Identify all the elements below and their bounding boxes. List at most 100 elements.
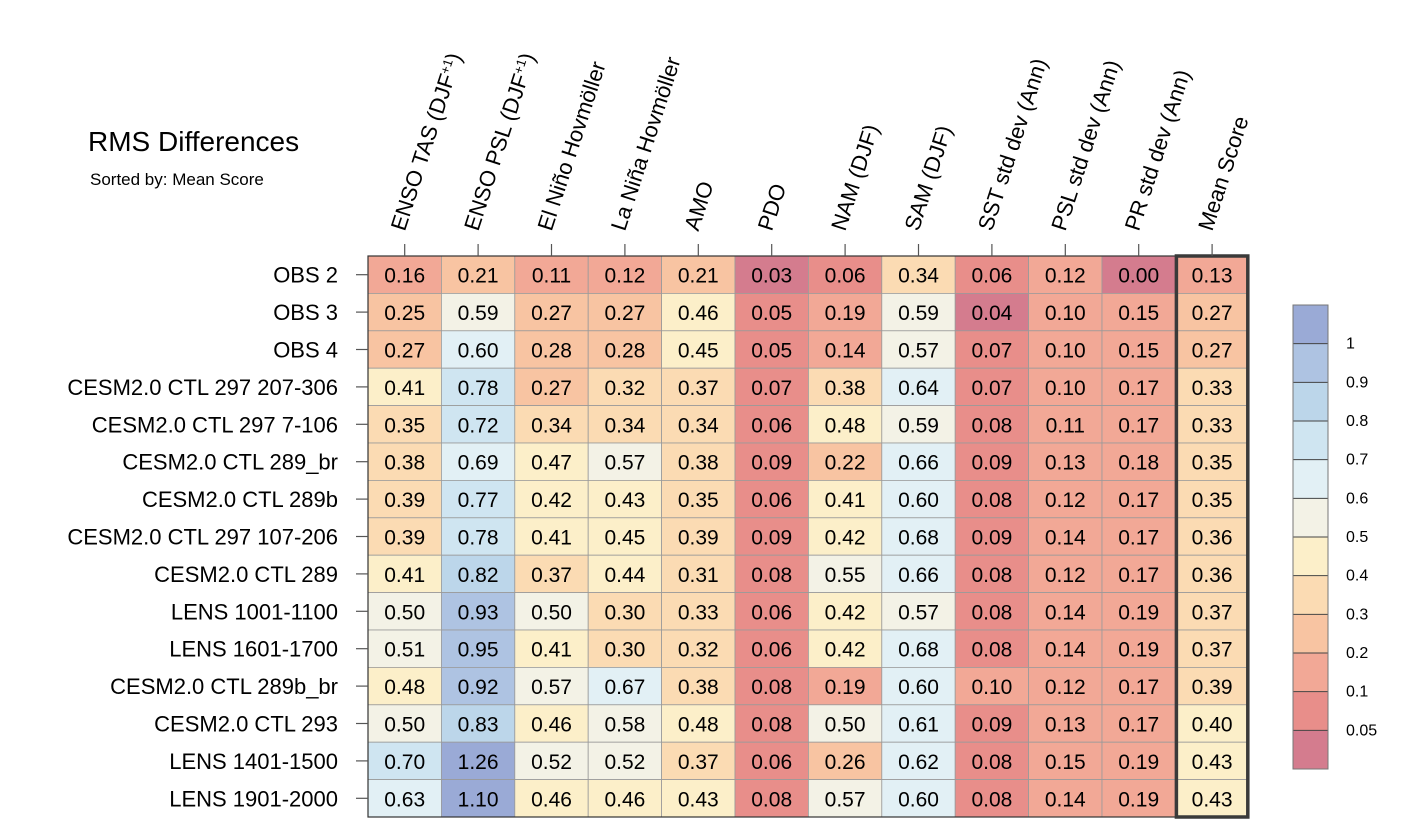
row-label: CESM2.0 CTL 293 [154,712,338,737]
cell-value: 0.43 [1192,788,1233,811]
cell-value: 0.25 [384,302,425,325]
heatmap-cell [367,592,442,631]
cell-value: 0.38 [678,676,719,699]
cell-value: 0.27 [531,377,572,400]
cell-value: 0.14 [1045,639,1086,662]
cell-value: 0.43 [678,788,719,811]
cell-value: 0.69 [458,452,499,475]
cell-value: 0.60 [898,676,939,699]
cell-value: 0.83 [458,714,499,737]
cell-value: 0.50 [384,714,425,737]
heatmap-cell [514,779,589,818]
cell-value: 0.50 [825,714,866,737]
colorbar-label: 1 [1346,336,1355,353]
heatmap-cell [514,479,589,519]
heatmap-cell [734,292,809,332]
cell-value: 0.12 [604,265,645,288]
cell-value: 0.15 [1118,302,1159,325]
cell-value: 0.39 [384,527,425,550]
heatmap-cell [1101,330,1176,369]
heatmap-cell [1028,479,1103,519]
row-label: CESM2.0 CTL 289b [142,487,338,512]
cell-value: 0.42 [825,527,866,550]
heatmap-cell [1101,741,1176,781]
heatmap-cell [440,479,516,519]
cell-value: 0.31 [678,564,719,587]
cell-value: 0.16 [384,265,425,288]
heatmap-cell [808,442,883,481]
cell-value: 0.59 [898,414,939,437]
heatmap-cell [1028,554,1103,594]
cell-value: 0.17 [1118,564,1159,587]
cell-value: 0.60 [898,788,939,811]
heatmap-cell [734,405,809,444]
cell-value: 0.19 [1118,639,1159,662]
heatmap-cell [1028,442,1103,481]
heatmap-cell [440,517,516,556]
cell-value: 0.78 [458,377,499,400]
row-label: OBS 3 [273,300,338,325]
heatmap-cell [1175,667,1250,706]
cell-value: 0.35 [678,489,719,512]
colorbar-swatch [1293,421,1328,461]
cell-value: 0.41 [384,377,425,400]
cell-value: 0.41 [531,639,572,662]
cell-value: 0.37 [678,377,719,400]
cell-value: 0.03 [751,265,792,288]
cell-value: 0.36 [1192,564,1233,587]
heatmap-cell [514,292,589,332]
cell-value: 0.59 [458,302,499,325]
cell-value: 0.38 [825,377,866,400]
colorbar-swatch [1293,653,1328,693]
cell-value: 0.00 [1118,265,1159,288]
cell-value: 0.19 [825,676,866,699]
column-label: ENSO PSL (DJF+1) [459,50,540,234]
cell-value: 0.33 [678,601,719,624]
column-label: PSL std dev (Ann) [1046,57,1125,234]
column-label: El Niño Hovmöller [532,58,610,233]
cell-value: 0.05 [751,302,792,325]
heatmap-cell [1101,405,1176,444]
cell-value: 0.27 [604,302,645,325]
cell-value: 0.82 [458,564,499,587]
heatmap-cell [1175,367,1250,407]
heatmap-cell [587,292,663,332]
cell-value: 0.17 [1118,414,1159,437]
cell-value: 0.06 [971,265,1012,288]
cell-value: 0.43 [1192,751,1233,774]
colorbar-label: 0.2 [1346,645,1368,662]
cell-value: 0.41 [531,527,572,550]
heatmap-cell [808,292,883,332]
cell-value: 0.11 [532,265,571,288]
heatmap-cell [1101,367,1176,407]
heatmap-cell [954,330,1030,369]
heatmap-cell [1028,405,1103,444]
heatmap-cell [440,330,516,369]
colorbar-swatch [1293,614,1328,654]
heatmap-cell [587,779,663,818]
colorbar-swatch [1293,459,1328,499]
heatmap-cell [808,255,883,294]
heatmap-cell [881,330,956,369]
heatmap-cell [1175,517,1250,556]
heatmap-cell [1101,629,1176,668]
row-label: OBS 2 [273,263,338,288]
cell-value: 0.39 [1192,676,1233,699]
cell-value: 0.40 [1192,714,1233,737]
cell-value: 0.52 [531,751,572,774]
heatmap-cell [587,741,663,781]
cell-value: 0.10 [971,676,1012,699]
heatmap-cell [661,554,736,594]
colorbar-swatch [1293,498,1328,538]
cell-value: 0.59 [898,302,939,325]
cell-value: 0.07 [971,377,1012,400]
cell-value: 0.78 [458,527,499,550]
heatmap-cell [661,741,736,781]
cell-value: 0.09 [971,714,1012,737]
column-label: Mean Score [1193,113,1253,234]
heatmap-cell [367,554,442,594]
heatmap-cell [587,405,663,444]
heatmap-cell [587,330,663,369]
cell-value: 0.66 [898,452,939,475]
heatmap-cell [734,741,809,781]
